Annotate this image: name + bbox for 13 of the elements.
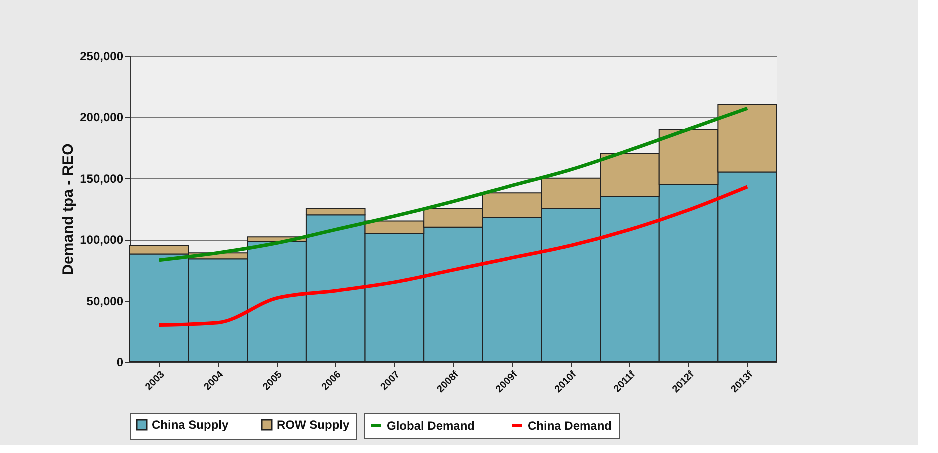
y-tick-label: 100,000 xyxy=(80,233,124,248)
y-tick-label: 50,000 xyxy=(86,294,124,308)
line-series xyxy=(158,185,750,328)
legend-label: ROW Supply xyxy=(277,418,350,432)
line-series xyxy=(158,106,750,262)
legend-label: China Supply xyxy=(152,418,229,432)
y-tick-label: 250,000 xyxy=(80,50,124,64)
y-tick-label: 200,000 xyxy=(80,110,124,125)
y-axis-title: Demand tpa - REO xyxy=(60,143,78,276)
y-tick-label: 0 xyxy=(116,356,124,370)
y-tick-label: 150,000 xyxy=(80,172,124,186)
legend-label: Global Demand xyxy=(387,418,476,433)
legend-label: China Demand xyxy=(528,418,612,433)
